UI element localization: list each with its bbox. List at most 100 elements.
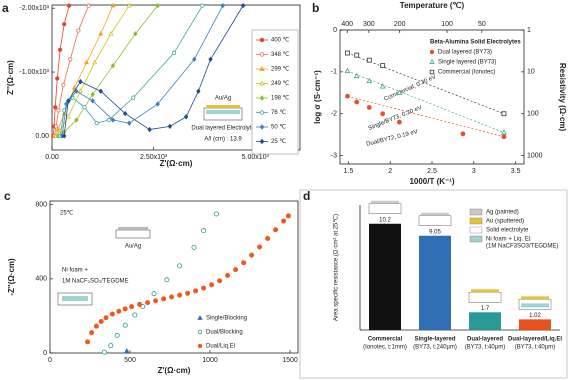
legend-title: Beta-Alumina Solid Electrolytes <box>430 40 521 46</box>
x-tick-label: 2.50x10³ <box>140 154 168 161</box>
marker <box>354 99 360 105</box>
marker <box>77 88 84 93</box>
panel-letter: c <box>4 189 11 203</box>
value-label: 9.05 <box>429 229 441 235</box>
marker <box>208 56 213 62</box>
marker <box>123 348 130 354</box>
marker <box>64 101 69 107</box>
marker <box>84 59 90 65</box>
category-label: Dual-layered <box>467 337 503 343</box>
fit-line <box>347 95 505 138</box>
x2-tick-label: 200 <box>394 21 406 28</box>
marker <box>85 339 91 345</box>
marker <box>345 93 350 99</box>
marker <box>132 312 138 318</box>
legend-label: Dual/Liq.El <box>206 344 235 350</box>
legend-swatch <box>469 235 483 243</box>
marker <box>133 31 138 37</box>
marker <box>76 28 81 33</box>
legend-marker <box>259 80 265 86</box>
marker <box>209 282 215 288</box>
marker <box>249 252 255 258</box>
marker <box>396 119 402 125</box>
y-tick-label: 400 <box>35 276 47 283</box>
marker <box>344 67 351 74</box>
marker <box>116 308 122 314</box>
marker <box>65 113 71 119</box>
legend-swatch <box>469 226 483 234</box>
category-note: (BY73, t:40µm) <box>515 345 555 351</box>
legend-label: Solid electrolyte <box>486 228 529 234</box>
marker <box>185 290 191 296</box>
marker <box>366 105 372 110</box>
marker <box>201 285 207 291</box>
x-tick-label: 3.5 <box>511 168 521 175</box>
marker <box>103 315 109 321</box>
category-note: (BY73, t:40µm) <box>465 345 505 351</box>
marker <box>345 50 350 56</box>
x-tick-label: 2 <box>388 168 392 175</box>
x-axis-label: Z'(Ω·cm) <box>158 366 191 375</box>
y-tick-label: -1.00x10³ <box>19 69 49 76</box>
marker <box>192 56 197 62</box>
value-label: 1.7 <box>481 306 490 312</box>
marker <box>501 111 507 117</box>
plot-frame <box>51 4 301 151</box>
marker <box>62 22 67 27</box>
marker <box>110 117 116 123</box>
cell-schematic <box>418 215 452 226</box>
marker <box>155 101 160 107</box>
fit-line <box>347 70 505 133</box>
marker <box>147 126 152 133</box>
plot-frame <box>49 200 299 354</box>
panel-letter: b <box>312 1 319 15</box>
marker <box>56 108 61 113</box>
x-tick-label: 0.00 <box>45 154 59 161</box>
legend-marker <box>259 37 265 43</box>
marker <box>217 278 223 284</box>
marker <box>94 121 99 126</box>
inset-cell <box>115 229 151 239</box>
y2-tick-label: 1 <box>527 27 531 34</box>
legend-label: Dual/Blocking <box>206 330 243 336</box>
legend-label: Au (sputtered) <box>486 219 524 225</box>
y-tick-label: 800 <box>35 202 47 209</box>
marker <box>213 211 219 217</box>
annotation: Ni foam + <box>62 268 88 274</box>
legend-marker <box>259 138 265 145</box>
marker <box>171 50 177 56</box>
marker <box>257 244 263 250</box>
annotation: A/l (cm) : 13.9 <box>204 137 242 143</box>
marker <box>108 343 114 349</box>
marker <box>58 47 63 52</box>
marker <box>61 133 67 139</box>
marker <box>98 30 104 36</box>
x-tick-label: 2.5 <box>427 168 437 175</box>
annotation: Au/Ag <box>125 244 141 250</box>
legend-marker <box>429 59 435 64</box>
x-tick-label: 5.00x10³ <box>242 154 270 161</box>
y2-axis-label: Resistivity (Ω·cm) <box>558 63 567 132</box>
y-tick-label: -3 <box>331 152 337 159</box>
legend-marker <box>429 69 435 75</box>
cell-electrode <box>421 212 449 216</box>
bar <box>369 223 401 330</box>
series-line <box>57 5 159 137</box>
marker <box>366 57 372 63</box>
marker <box>265 235 271 241</box>
x-tick-label: 1000 <box>202 357 218 364</box>
legend-marker <box>259 124 265 130</box>
x2-tick-label: 400 <box>341 21 353 28</box>
annotation: Au/Ag <box>215 96 231 102</box>
annotation: Single/BY73, 0.20 eV <box>368 105 423 132</box>
marker <box>90 98 95 104</box>
marker <box>122 110 128 117</box>
bar <box>469 312 501 330</box>
marker <box>501 129 507 135</box>
cell-liquid <box>521 303 549 308</box>
marker <box>61 82 66 87</box>
legend-label: 198 ℃ <box>271 96 290 102</box>
series-line <box>59 5 203 137</box>
legend-label: 400 ℃ <box>271 38 290 44</box>
bar <box>419 235 451 330</box>
